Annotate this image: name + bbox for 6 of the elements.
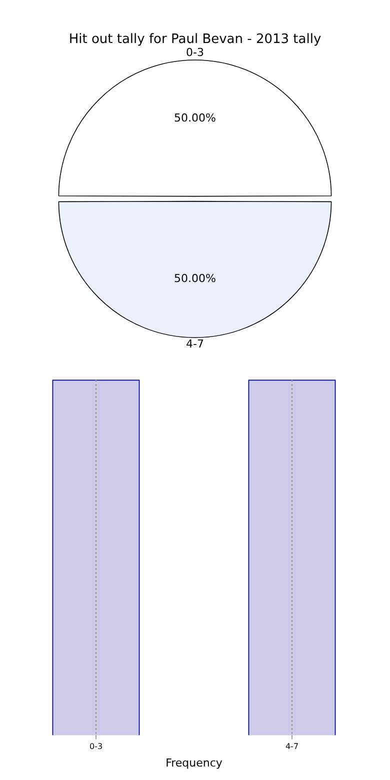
data-label: 50.00% [174, 272, 216, 285]
x-axis-title: Frequency [166, 756, 223, 770]
slice-label: 4-7 [186, 337, 204, 350]
data-label: 50.00% [174, 111, 216, 124]
chart-title: Hit out tally for Paul Bevan - 2013 tally [68, 32, 322, 48]
slice-label: 0-3 [186, 46, 204, 59]
